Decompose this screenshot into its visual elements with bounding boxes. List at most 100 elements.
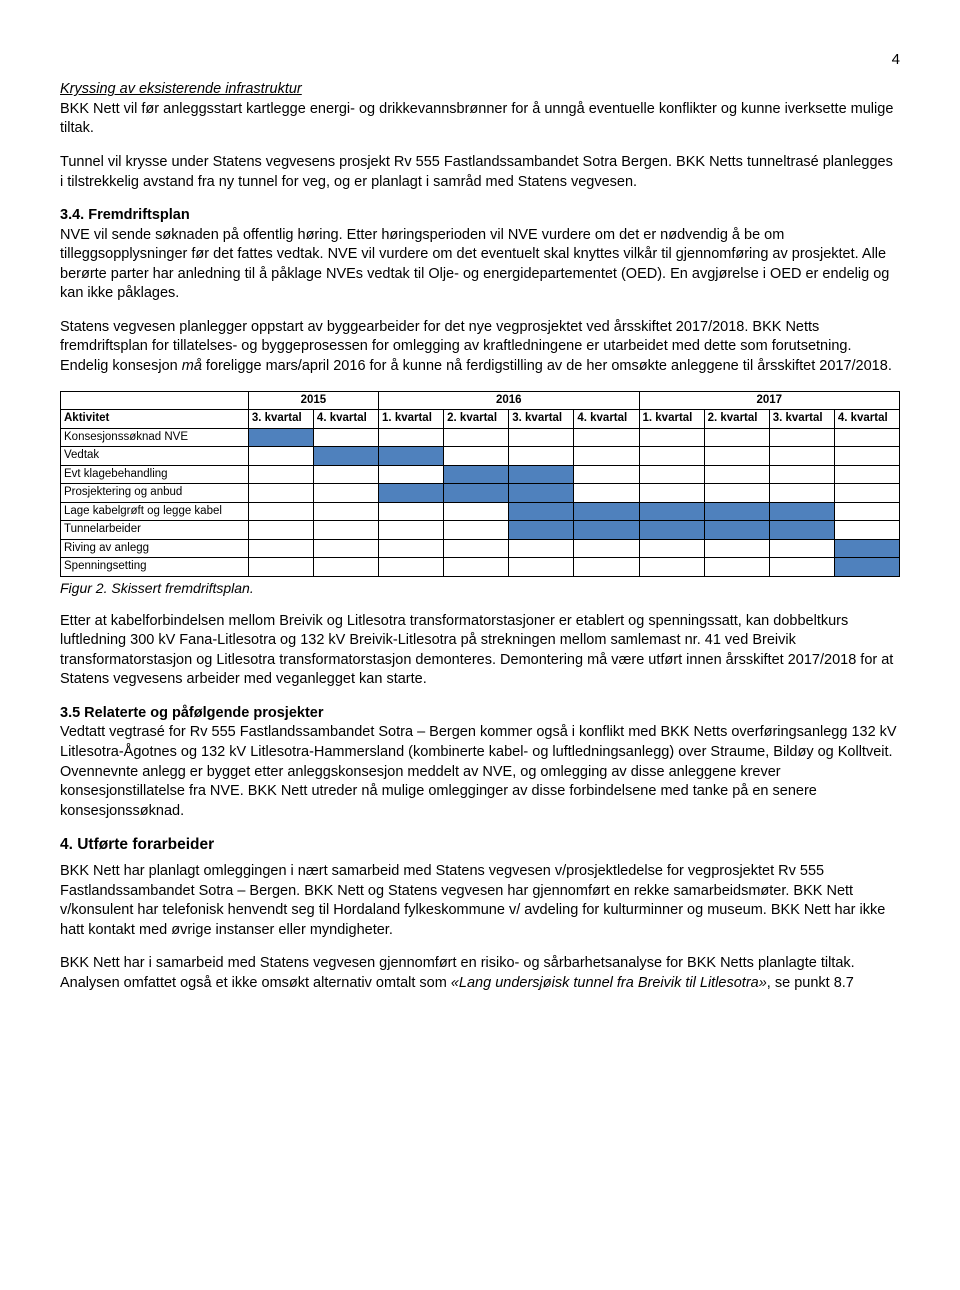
gantt-cell <box>379 502 444 521</box>
gantt-cell <box>769 539 834 558</box>
para-text: Tunnel vil krysse under Statens vegvesen… <box>60 153 900 192</box>
gantt-cell <box>444 484 509 503</box>
heading-34: 3.4. Fremdriftsplan <box>60 207 190 223</box>
gantt-cell <box>248 558 313 577</box>
gantt-cell <box>639 521 704 540</box>
gantt-cell <box>834 521 899 540</box>
gantt-cell <box>639 558 704 577</box>
gantt-row-label: Konsesjonssøknad NVE <box>61 428 249 447</box>
gantt-cell <box>834 484 899 503</box>
gantt-cell <box>444 521 509 540</box>
gantt-cell <box>313 428 378 447</box>
gantt-row-label: Riving av anlegg <box>61 539 249 558</box>
gantt-cell <box>313 447 378 466</box>
gantt-cell <box>248 521 313 540</box>
para-text: BKK Nett vil før anleggsstart kartlegge … <box>60 101 893 137</box>
gantt-cell <box>574 484 639 503</box>
gantt-row-label: Spenningsetting <box>61 558 249 577</box>
gantt-year-header: 2016 <box>379 391 639 410</box>
gantt-cell <box>313 539 378 558</box>
gantt-blank-header <box>61 391 249 410</box>
gantt-cell <box>574 502 639 521</box>
gantt-cell <box>379 521 444 540</box>
gantt-cell <box>379 558 444 577</box>
gantt-cell <box>704 502 769 521</box>
para-text: Statens vegvesen planlegger oppstart av … <box>60 318 900 377</box>
para-fragment: foreligge mars/april 2016 for å kunne nå… <box>202 358 892 374</box>
gantt-row: Tunnelarbeider <box>61 521 900 540</box>
gantt-body: Konsesjonssøknad NVEVedtakEvt klagebehan… <box>61 428 900 576</box>
gantt-cell <box>248 465 313 484</box>
gantt-cell <box>379 484 444 503</box>
gantt-row: Lage kabelgrøft og legge kabel <box>61 502 900 521</box>
gantt-cell <box>639 465 704 484</box>
gantt-cell <box>248 539 313 558</box>
gantt-quarter-header: 3. kvartal <box>509 410 574 429</box>
gantt-cell <box>704 539 769 558</box>
gantt-cell <box>444 539 509 558</box>
gantt-cell <box>834 465 899 484</box>
gantt-cell <box>379 428 444 447</box>
gantt-cell <box>313 465 378 484</box>
gantt-cell <box>769 428 834 447</box>
gantt-quarter-header: 3. kvartal <box>248 410 313 429</box>
para-text: Vedtatt vegtrasé for Rv 555 Fastlandssam… <box>60 724 897 818</box>
gantt-cell <box>834 502 899 521</box>
gantt-cell <box>834 539 899 558</box>
gantt-cell <box>509 465 574 484</box>
gantt-cell <box>248 502 313 521</box>
figure-caption: Figur 2. Skissert fremdriftsplan. <box>60 579 900 598</box>
gantt-cell <box>509 558 574 577</box>
gantt-quarter-header: 1. kvartal <box>639 410 704 429</box>
gantt-activity-header: Aktivitet <box>61 410 249 429</box>
gantt-cell <box>639 484 704 503</box>
gantt-cell <box>834 558 899 577</box>
section-34: 3.4. Fremdriftsplan NVE vil sende søknad… <box>60 206 900 304</box>
gantt-cell <box>248 447 313 466</box>
gantt-cell <box>769 484 834 503</box>
gantt-row: Konsesjonssøknad NVE <box>61 428 900 447</box>
gantt-row: Prosjektering og anbud <box>61 484 900 503</box>
gantt-cell <box>574 539 639 558</box>
gantt-row: Spenningsetting <box>61 558 900 577</box>
gantt-quarter-header: 4. kvartal <box>313 410 378 429</box>
heading-kryssing: Kryssing av eksisterende infrastruktur <box>60 81 302 97</box>
gantt-cell <box>639 447 704 466</box>
gantt-row: Vedtak <box>61 447 900 466</box>
gantt-cell <box>639 539 704 558</box>
gantt-row-label: Lage kabelgrøft og legge kabel <box>61 502 249 521</box>
gantt-cell <box>639 428 704 447</box>
gantt-cell <box>248 428 313 447</box>
gantt-cell <box>444 428 509 447</box>
gantt-cell <box>574 465 639 484</box>
gantt-quarter-header: 2. kvartal <box>444 410 509 429</box>
gantt-cell <box>444 558 509 577</box>
gantt-cell <box>379 447 444 466</box>
gantt-quarter-header: 1. kvartal <box>379 410 444 429</box>
gantt-cell <box>574 558 639 577</box>
section-kryssing: Kryssing av eksisterende infrastruktur B… <box>60 80 900 139</box>
gantt-cell <box>704 465 769 484</box>
gantt-cell <box>313 484 378 503</box>
gantt-cell <box>639 502 704 521</box>
gantt-cell <box>509 428 574 447</box>
gantt-cell <box>379 465 444 484</box>
gantt-cell <box>834 447 899 466</box>
para-text: BKK Nett har planlagt omleggingen i nært… <box>60 862 900 940</box>
gantt-year-header: 2017 <box>639 391 900 410</box>
para-text: Etter at kabelforbindelsen mellom Breivi… <box>60 612 900 690</box>
gantt-cell <box>574 521 639 540</box>
gantt-cell <box>509 484 574 503</box>
gantt-quarter-header: 2. kvartal <box>704 410 769 429</box>
gantt-cell <box>769 447 834 466</box>
gantt-cell <box>444 447 509 466</box>
heading-35: 3.5 Relaterte og påfølgende prosjekter <box>60 705 324 721</box>
gantt-cell <box>704 484 769 503</box>
gantt-cell <box>313 521 378 540</box>
page-number: 4 <box>60 50 900 70</box>
gantt-quarter-header: 4. kvartal <box>574 410 639 429</box>
para-text: NVE vil sende søknaden på offentlig høri… <box>60 227 889 302</box>
gantt-year-header: 2015 <box>248 391 378 410</box>
gantt-quarter-header: 4. kvartal <box>834 410 899 429</box>
gantt-cell <box>769 465 834 484</box>
